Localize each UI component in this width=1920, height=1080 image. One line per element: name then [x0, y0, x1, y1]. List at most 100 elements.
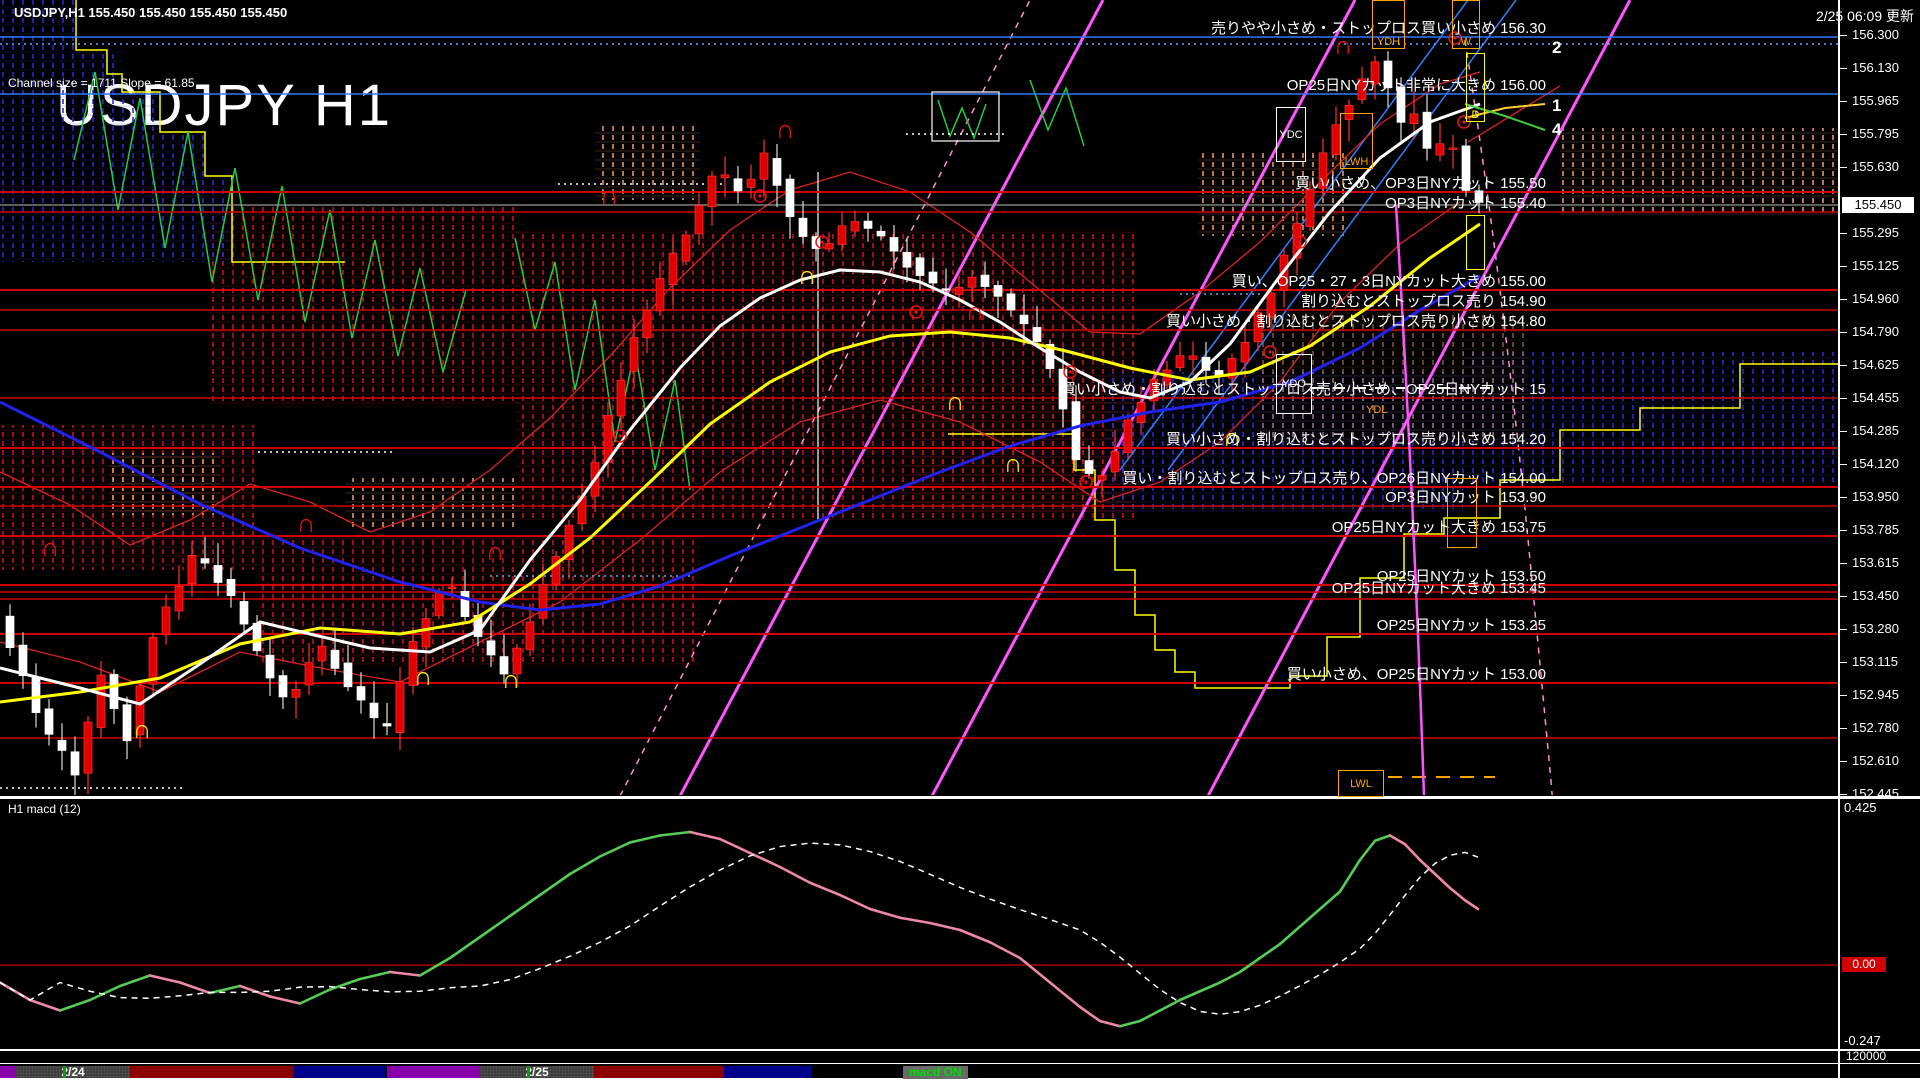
macd-main-line	[1018, 956, 1052, 984]
sell-marker-icon[interactable]: ∩	[600, 180, 619, 210]
sell-marker-icon[interactable]: ∩	[297, 508, 316, 538]
axis-tick	[1840, 662, 1847, 663]
macd-main-line	[598, 841, 632, 858]
candle-body	[525, 621, 535, 650]
candle-body	[356, 686, 366, 701]
candle-body	[109, 674, 119, 709]
signal-circle-dot	[618, 434, 622, 438]
buy-marker-icon[interactable]: ∩	[1004, 448, 1023, 478]
macd-panel[interactable]	[0, 830, 1838, 1028]
ichimoku-cloud	[345, 478, 515, 528]
candle-body	[382, 723, 392, 727]
weekly-label: W	[1460, 36, 1472, 48]
candle-body	[1253, 312, 1263, 343]
candle-body	[486, 640, 496, 656]
candle-body	[343, 662, 353, 688]
indicator-line	[73, 71, 467, 373]
macd-main-line	[688, 830, 722, 841]
trade-annotation: 買い小さめ・割り込むとストップロス売り小さめ 154.20	[1165, 431, 1546, 448]
signal-circle-icon	[1457, 115, 1471, 129]
trade-annotation: OP25日NYカット 153.50	[1376, 568, 1546, 585]
macd-main-line	[628, 834, 662, 844]
ichimoku-cloud	[160, 132, 205, 262]
macd-main-line	[388, 970, 422, 977]
signal-circle-icon	[1448, 31, 1462, 45]
trade-annotation: 買い・割り込むとストップロス売り、OP26日NYカット 154.00	[1122, 470, 1546, 487]
buy-marker-icon[interactable]: ∩	[1223, 422, 1242, 452]
candle-body	[330, 649, 340, 669]
candle-body	[1318, 152, 1328, 189]
candle-body	[161, 606, 171, 636]
macd-main-line	[1418, 858, 1437, 876]
candle-body	[980, 274, 990, 287]
macd-main-line	[1318, 890, 1342, 911]
candle-body	[148, 636, 158, 685]
macd-main-line	[178, 981, 212, 995]
sell-marker-icon[interactable]: ∩	[486, 536, 505, 566]
buy-marker-icon[interactable]: ∩	[414, 661, 433, 691]
macd-on-badge[interactable]: macd ON	[903, 1066, 968, 1079]
macd-main-line	[1118, 1019, 1142, 1028]
indicator-line	[0, 102, 1481, 706]
macd-main-line	[1338, 858, 1362, 893]
axis-tick	[1840, 629, 1847, 630]
price-axis-label: 152.610	[1852, 753, 1899, 768]
candle-body	[278, 675, 288, 698]
candle-body	[694, 205, 704, 235]
projection-1-label: 1	[1552, 96, 1562, 115]
buy-marker-icon[interactable]: ∩	[946, 386, 965, 416]
buy-marker-icon[interactable]: ∩	[133, 714, 152, 744]
macd-main-line	[58, 998, 92, 1012]
indicator-line	[75, 0, 345, 263]
macd-main-line	[1433, 872, 1452, 890]
sell-marker-icon[interactable]: ∩	[1334, 30, 1353, 60]
candle-body	[1058, 368, 1068, 410]
candle-body	[317, 645, 327, 662]
price-axis-label: 154.625	[1852, 357, 1899, 372]
macd-main-line	[928, 921, 962, 932]
candle-body	[83, 721, 93, 774]
macd-main-line	[1048, 981, 1082, 1009]
sell-marker-icon[interactable]: ∩	[776, 114, 795, 144]
buy-marker-icon[interactable]: ∩	[798, 260, 817, 290]
macd-main-line	[748, 851, 782, 869]
timeline-date-label: 2/24	[61, 1065, 85, 1079]
price-axis-label: 155.125	[1852, 258, 1899, 273]
main-chart-area[interactable]: ∩ ∩ ∩ ∩ ∩ ∩ ∩ ∩ ∩ ∩ ∩ ∩ ∩ ∩	[0, 0, 1838, 798]
sell-marker-icon[interactable]: ∩	[41, 532, 60, 562]
weekly-level-box: W	[1452, 0, 1480, 49]
macd-main-line	[958, 928, 992, 944]
lwh-label: LWH	[1344, 156, 1369, 168]
ichimoku-cloud	[122, 92, 160, 262]
price-axis-label: 152.780	[1852, 720, 1899, 735]
price-axis[interactable]: 156.300 156.130 155.965 155.795 155.630 155.2…	[1838, 0, 1920, 1080]
candle-body	[57, 739, 67, 751]
candle-body	[850, 221, 860, 232]
trade-annotation: OP3日NYカット 155.40	[1385, 195, 1546, 212]
candle-body	[1097, 475, 1107, 481]
axis-tick	[1840, 266, 1847, 267]
axis-tick	[1840, 365, 1847, 366]
candle-body	[447, 586, 457, 589]
macd-main-line	[328, 977, 362, 991]
candle-body	[135, 685, 145, 736]
macd-volume-separator[interactable]	[0, 1049, 1920, 1051]
update-timestamp: 2/25 06:09 更新	[1815, 8, 1914, 24]
timeline-segment: 2/25	[480, 1066, 594, 1078]
macd-main-line	[1448, 886, 1467, 902]
macd-main-line	[28, 998, 62, 1012]
candle-body	[1175, 355, 1185, 368]
ichimoku-cloud	[76, 50, 122, 262]
candle-body	[642, 309, 652, 339]
buy-marker-icon[interactable]: ∩	[502, 664, 521, 694]
volume-timeline-separator	[0, 1063, 1920, 1064]
candle-body	[187, 554, 197, 585]
macd-main-line	[358, 970, 392, 981]
sell-marker-icon[interactable]: ∩	[966, 296, 985, 326]
period-timeline: 2/24 2/25	[0, 1066, 1838, 1078]
trade-annotation: 買い小さめ、OP3日NYカット 155.50	[1295, 175, 1546, 192]
chart-macd-separator[interactable]	[0, 796, 1920, 799]
trade-annotation: 買い、OP25・27・3日NYカット大きめ 155.00	[1231, 273, 1546, 290]
